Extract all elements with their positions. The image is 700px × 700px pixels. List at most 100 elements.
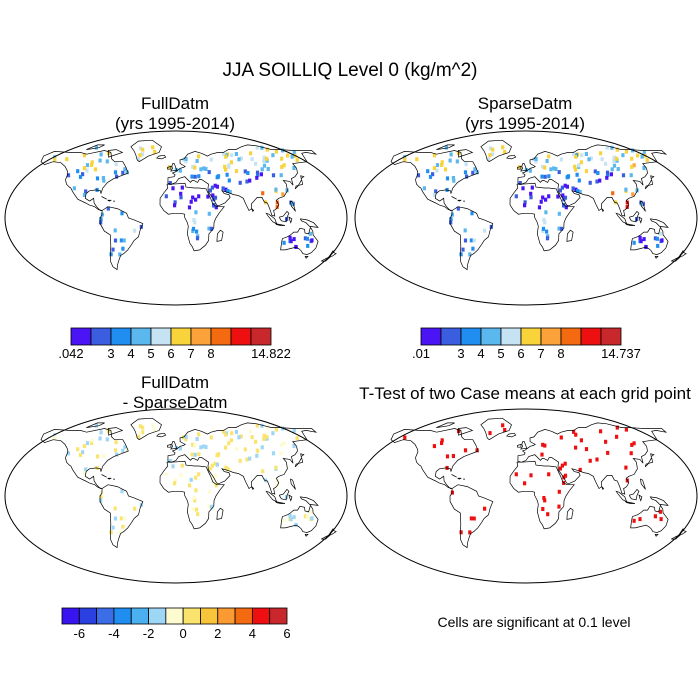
grid-cell bbox=[123, 445, 127, 450]
grid-cell bbox=[209, 157, 213, 162]
grid-cell bbox=[214, 205, 218, 210]
colorbar-box bbox=[190, 327, 212, 346]
grid-cell bbox=[621, 153, 625, 158]
coastline bbox=[390, 139, 687, 271]
grid-cell bbox=[173, 481, 177, 486]
grid-cell bbox=[574, 167, 578, 172]
grid-cell bbox=[461, 247, 465, 252]
grid-cell bbox=[514, 194, 518, 199]
grid-cell bbox=[174, 445, 178, 450]
colorbar-box bbox=[251, 607, 271, 625]
grid-cell bbox=[292, 150, 296, 155]
figure-title: JJA SOILLIQ Level 0 (kg/m^2) bbox=[222, 60, 478, 81]
grid-cell bbox=[195, 507, 199, 512]
colorbar-box bbox=[234, 607, 253, 625]
grid-cell bbox=[303, 514, 307, 519]
grid-cell bbox=[151, 423, 155, 428]
grid-cell bbox=[265, 156, 269, 161]
grid-cell bbox=[469, 516, 473, 521]
grid-cell bbox=[133, 506, 137, 511]
grid-cell bbox=[209, 504, 214, 509]
grid-cell bbox=[209, 226, 214, 231]
grid-cell bbox=[207, 226, 211, 231]
grid-cell bbox=[209, 435, 213, 440]
grid-cell bbox=[196, 234, 200, 239]
grid-cell bbox=[224, 154, 228, 159]
grid-cell bbox=[76, 169, 80, 174]
colorbar-box bbox=[200, 607, 219, 625]
grid-cell bbox=[303, 236, 307, 241]
grid-cell bbox=[164, 194, 168, 199]
grid-cell bbox=[660, 238, 664, 243]
grid-cell bbox=[630, 156, 634, 161]
grid-cell bbox=[463, 238, 468, 243]
grid-cell bbox=[102, 178, 106, 183]
grid-cell bbox=[99, 217, 103, 222]
grid-cell bbox=[631, 192, 635, 197]
grid-cell bbox=[557, 226, 561, 231]
grid-cell bbox=[564, 205, 568, 210]
grid-cell bbox=[85, 441, 90, 446]
grid-cell bbox=[262, 155, 266, 160]
grid-cell bbox=[292, 444, 296, 448]
grid-cell bbox=[280, 442, 284, 447]
grid-cell bbox=[632, 163, 636, 168]
grid-cell bbox=[629, 173, 633, 178]
map-border bbox=[354, 130, 698, 306]
grid-cell bbox=[226, 189, 230, 193]
grid-cell bbox=[305, 236, 309, 241]
grid-cell bbox=[280, 164, 284, 169]
grid-cell bbox=[563, 183, 567, 188]
grid-cell bbox=[187, 205, 192, 210]
grid-cell bbox=[463, 228, 467, 233]
grid-cell bbox=[445, 454, 450, 459]
grid-cell bbox=[173, 478, 177, 483]
grid-cell bbox=[193, 452, 197, 457]
grid-cell bbox=[261, 191, 265, 196]
grid-cell bbox=[100, 490, 104, 495]
grid-cell bbox=[615, 156, 619, 161]
grid-cell bbox=[184, 435, 188, 439]
grid-cell bbox=[560, 463, 564, 468]
grid-cell bbox=[435, 163, 440, 168]
grid-cell bbox=[206, 194, 210, 199]
colorbar-box bbox=[600, 327, 622, 346]
grid-cell bbox=[208, 466, 212, 471]
grid-cell bbox=[246, 171, 250, 175]
grid-cell bbox=[448, 158, 452, 163]
grid-cell bbox=[503, 428, 507, 432]
grid-cell bbox=[105, 437, 109, 442]
grid-cell bbox=[271, 431, 275, 436]
grid-cell bbox=[488, 153, 492, 158]
grid-cell bbox=[234, 152, 238, 156]
grid-cell bbox=[213, 461, 217, 466]
grid-cell bbox=[98, 158, 102, 163]
grid-cell bbox=[604, 439, 608, 444]
grid-cell bbox=[123, 167, 127, 172]
grid-cell bbox=[100, 212, 104, 217]
grid-cell bbox=[559, 157, 563, 162]
grid-cell bbox=[557, 170, 561, 175]
grid-cell bbox=[473, 167, 477, 172]
grid-cell bbox=[529, 473, 533, 478]
map-border bbox=[4, 130, 348, 306]
grid-cell bbox=[606, 172, 610, 177]
grid-cell bbox=[122, 516, 126, 521]
grid-cell bbox=[432, 444, 436, 449]
grid-cell bbox=[543, 220, 547, 225]
grid-cell bbox=[624, 427, 628, 432]
grid-cell bbox=[653, 514, 657, 519]
grid-cell bbox=[99, 495, 103, 500]
grid-cell bbox=[574, 187, 578, 192]
grid-cell bbox=[546, 512, 550, 517]
grid-cell bbox=[572, 151, 576, 156]
grid-cell bbox=[255, 170, 260, 175]
grid-cell bbox=[191, 195, 195, 200]
grid-cell bbox=[99, 152, 103, 157]
colorbar-diff-label: 2 bbox=[214, 626, 222, 641]
grid-cell bbox=[286, 153, 290, 158]
grid-cell bbox=[213, 473, 218, 478]
grid-cell bbox=[222, 151, 226, 156]
grid-cell bbox=[556, 194, 560, 199]
grid-cell bbox=[66, 451, 71, 456]
